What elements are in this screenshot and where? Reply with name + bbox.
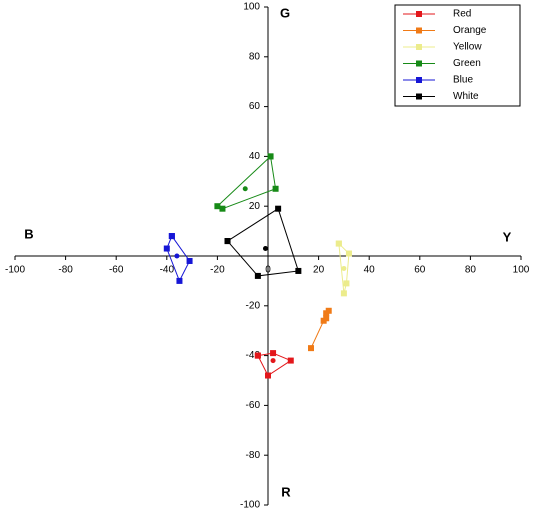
point (345, 250, 352, 257)
series-line (216, 156, 277, 210)
point (214, 203, 221, 210)
point (186, 257, 193, 264)
axis-label-bottom: R (281, 484, 291, 499)
legend-box (394, 4, 521, 107)
legend-label: Blue (453, 75, 473, 86)
legend-label: Red (453, 9, 471, 20)
point (275, 205, 282, 212)
x-tick-label: 20 (313, 265, 325, 276)
point (219, 205, 226, 212)
legend-label: Orange (453, 25, 487, 36)
point (295, 267, 302, 274)
point (163, 245, 170, 252)
y-tick-label: 40 (249, 151, 261, 162)
legend-marker (416, 27, 422, 34)
y-tick-label: -80 (246, 450, 261, 461)
legend-label: Green (453, 58, 481, 69)
center-point (341, 265, 347, 271)
x-tick-label: 100 (513, 265, 530, 276)
center-point (270, 358, 276, 364)
legend-marker (416, 44, 422, 50)
y-tick-label: -60 (246, 400, 261, 411)
y-tick-label: -40 (246, 350, 261, 361)
point (308, 345, 315, 352)
point (224, 238, 231, 245)
legend-label: White (453, 91, 479, 102)
axis-label-right: Y (503, 229, 512, 244)
x-tick-label: 60 (414, 265, 426, 276)
legend-marker (416, 93, 422, 100)
legend-marker (416, 60, 422, 67)
point (323, 315, 330, 322)
center-point (174, 253, 180, 259)
center-point (262, 246, 268, 252)
x-tick-label: -80 (58, 265, 73, 276)
point (254, 272, 261, 279)
point (340, 290, 347, 297)
legend-marker (416, 77, 422, 83)
point (287, 357, 294, 364)
point (323, 310, 330, 317)
x-tick-label: 80 (465, 265, 477, 276)
point (270, 350, 277, 357)
axis-label-top: G (280, 5, 290, 20)
point (254, 352, 261, 359)
point (176, 277, 183, 284)
y-tick-label: 100 (243, 2, 260, 13)
point (267, 153, 274, 160)
center-point (321, 318, 327, 324)
x-tick-label: 40 (364, 265, 376, 276)
y-tick-label: 60 (249, 101, 261, 112)
point (335, 240, 342, 247)
x-tick-label: 0 (265, 265, 271, 276)
point (265, 372, 271, 379)
x-tick-label: -20 (210, 265, 225, 276)
series-line (227, 207, 300, 277)
y-tick-label: -20 (246, 300, 261, 311)
axis-label-left: B (24, 226, 33, 241)
legend-label: Yellow (453, 42, 482, 53)
x-tick-label: -100 (5, 265, 25, 276)
point (272, 185, 279, 192)
x-tick-label: -60 (109, 265, 124, 276)
y-tick-label: -100 (240, 500, 260, 511)
point (168, 233, 175, 240)
series-line (257, 352, 292, 377)
y-tick-label: 80 (249, 51, 261, 62)
center-point (242, 186, 248, 192)
legend-marker (416, 11, 422, 17)
point (343, 280, 350, 287)
y-tick-label: 20 (249, 201, 261, 212)
x-tick-label: -40 (160, 265, 175, 276)
